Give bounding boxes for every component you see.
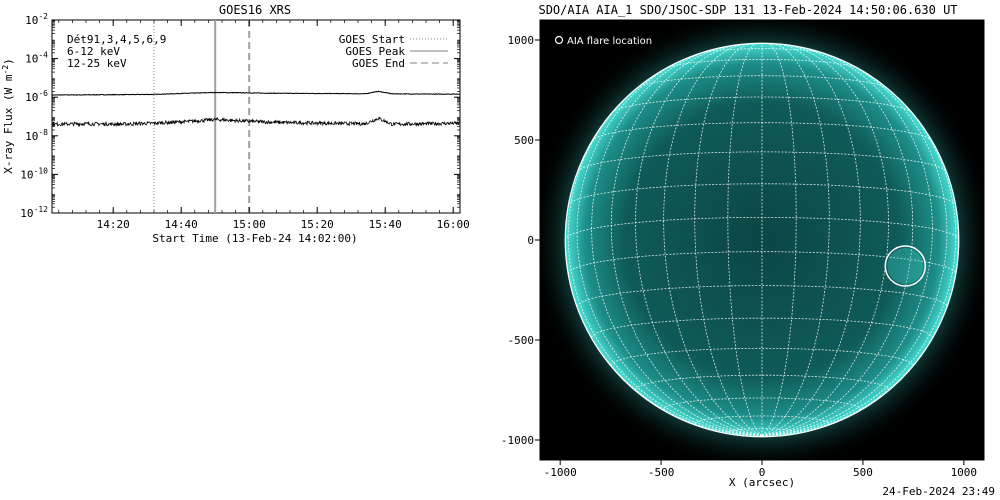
goes-y-axis-label: X-ray Flux (W m-2) bbox=[1, 58, 15, 174]
goes-x-tick-label: 15:40 bbox=[369, 218, 402, 231]
goes-chart-title: GOES16 XRS bbox=[219, 3, 291, 17]
goes-y-tick-label: 10-6 bbox=[25, 89, 48, 104]
goes-x-tick-label: 14:40 bbox=[165, 218, 198, 231]
latitude-gridline bbox=[636, 75, 888, 89]
latitude-gridline bbox=[727, 428, 797, 433]
flare-legend-marker bbox=[554, 35, 564, 45]
aia-x-tick-label: 1000 bbox=[951, 466, 978, 479]
goes-legend-right-label: GOES Peak bbox=[345, 45, 405, 58]
latitude-gridline bbox=[591, 317, 933, 338]
longitude-gridline bbox=[610, 45, 763, 436]
goes-x-tick-label: 16:00 bbox=[437, 218, 470, 231]
latitude-gridline bbox=[665, 59, 859, 69]
solar-disk bbox=[565, 43, 959, 437]
flare-location-marker bbox=[884, 245, 927, 287]
goes-legend-right-label: GOES Start bbox=[339, 33, 405, 46]
latitude-gridline bbox=[567, 183, 957, 206]
goes-x-tick-label: 15:20 bbox=[301, 218, 334, 231]
goes-y-tick-label: 10-2 bbox=[25, 12, 48, 27]
aia-x-tick-label: -1000 bbox=[544, 466, 577, 479]
aia-x-axis-label: X (arcsec) bbox=[729, 476, 795, 489]
aia-y-tick-label: 500 bbox=[514, 134, 534, 147]
aia-x-tick-label: 0 bbox=[759, 466, 766, 479]
longitude-gridline bbox=[761, 75, 957, 436]
goes-x-tick-label: 15:00 bbox=[233, 218, 266, 231]
aia-x-tick-label: -500 bbox=[648, 466, 675, 479]
aia-y-tick-label: -1000 bbox=[501, 434, 534, 447]
aia-y-tick-label: 1000 bbox=[508, 34, 535, 47]
goes-x-axis-label: Start Time (13-Feb-24 14:02:00) bbox=[152, 232, 357, 245]
aia-y-tick-label: 0 bbox=[527, 234, 534, 247]
longitude-gridline bbox=[727, 42, 763, 436]
goes-y-tick-label: 10-12 bbox=[20, 205, 48, 220]
longitude-gridline bbox=[694, 43, 763, 436]
aia-title: SDO/AIA AIA_1 SDO/JSOC-SDP 131 13-Feb-20… bbox=[538, 3, 957, 17]
goes-legend-left-item: 6-12 keV bbox=[67, 45, 120, 58]
longitude-gridline bbox=[567, 75, 763, 436]
latitude-gridline bbox=[610, 347, 914, 366]
longitude-gridline bbox=[761, 44, 889, 436]
longitude-gridline bbox=[761, 47, 933, 436]
goes-series-line-1 bbox=[51, 116, 460, 128]
goes-y-tick-label: 10-4 bbox=[25, 51, 48, 66]
latitude-gridline bbox=[611, 96, 913, 113]
flare-glow bbox=[887, 248, 924, 284]
longitude-gridline bbox=[761, 45, 914, 436]
goes-legend-right-label: GOES End bbox=[352, 57, 405, 70]
goes-legend-left-item: Dét91,3,4,5,6,9 bbox=[67, 33, 166, 46]
longitude-gridline bbox=[761, 43, 861, 436]
footer-timestamp: 24-Feb-2024 23:49 bbox=[882, 485, 995, 498]
longitude-gridline bbox=[761, 43, 830, 436]
goes-plot-frame bbox=[51, 19, 461, 214]
longitude-gridline bbox=[761, 42, 797, 436]
longitude-gridline bbox=[635, 44, 763, 436]
solar-limb-outline bbox=[564, 42, 960, 438]
goes-series-line-0 bbox=[51, 90, 460, 96]
goes-y-tick-label: 10-8 bbox=[25, 128, 48, 143]
goes-x-tick-label: 14:20 bbox=[97, 218, 130, 231]
longitude-gridline bbox=[663, 43, 763, 436]
goes-legend-left-item: 12-25 keV bbox=[67, 57, 127, 70]
aia-y-tick-label: -500 bbox=[508, 334, 535, 347]
longitude-gridline bbox=[591, 47, 763, 436]
aia-x-tick-label: 500 bbox=[853, 466, 873, 479]
flare-legend-label: AIA flare location bbox=[567, 36, 652, 47]
goes-y-tick-label: 10-10 bbox=[20, 166, 48, 181]
